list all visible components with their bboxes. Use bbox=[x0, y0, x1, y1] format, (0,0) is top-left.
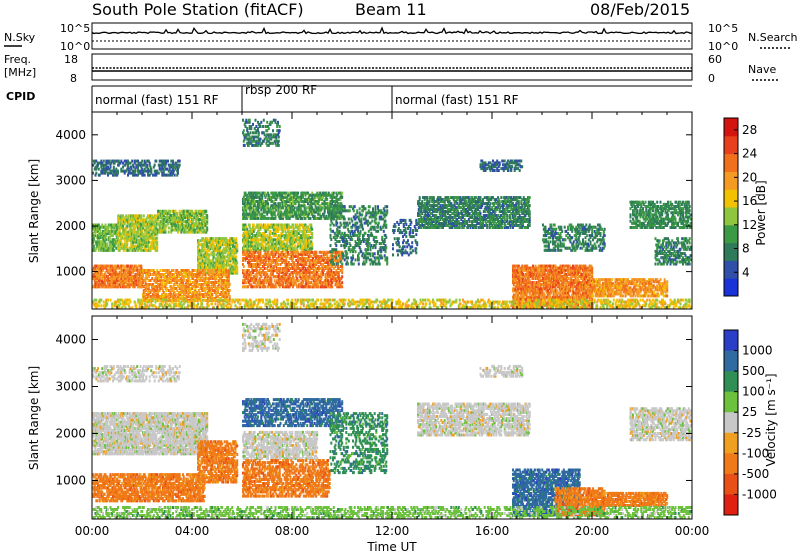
cpid-segment-label: rbsp 200 RF bbox=[245, 83, 317, 97]
date-title: 08/Feb/2015 bbox=[590, 0, 690, 19]
nsearch-label: N.Search bbox=[748, 31, 798, 44]
power-heatmap bbox=[92, 119, 692, 310]
data-cell bbox=[150, 273, 152, 276]
data-cell bbox=[235, 255, 237, 258]
data-cell bbox=[154, 164, 156, 167]
data-cell bbox=[131, 160, 133, 163]
data-cell bbox=[198, 239, 200, 242]
data-cell bbox=[95, 172, 97, 175]
noise-strip: N.Sky 10^5 10^0 10^5 10^0 N.Search bbox=[4, 22, 798, 53]
nsky-tick-high: 10^5 bbox=[60, 22, 90, 35]
data-cell bbox=[205, 210, 207, 213]
data-cell bbox=[170, 210, 172, 213]
data-cell bbox=[105, 238, 107, 241]
nsky-label: N.Sky bbox=[4, 31, 36, 44]
nave-tick-high: 60 bbox=[708, 53, 722, 66]
data-cell bbox=[214, 253, 216, 256]
freq-strip-frame bbox=[92, 54, 692, 80]
data-cell bbox=[117, 170, 119, 173]
data-cell bbox=[144, 174, 146, 177]
freq-label: Freq. bbox=[4, 53, 31, 66]
data-cell bbox=[168, 231, 170, 234]
data-cell bbox=[176, 212, 178, 215]
station-title: South Pole Station (fitACF) bbox=[92, 0, 304, 19]
data-cell bbox=[140, 265, 142, 268]
data-cell bbox=[103, 160, 105, 163]
nsky-tick-low: 10^0 bbox=[60, 40, 90, 53]
data-cell bbox=[235, 237, 237, 240]
data-cell bbox=[206, 226, 208, 229]
data-cell bbox=[140, 214, 142, 217]
data-cell bbox=[113, 166, 115, 169]
data-cell bbox=[168, 226, 170, 229]
data-cell bbox=[179, 164, 181, 167]
radar-summary-plot: South Pole Station (fitACF) Beam 11 08/F… bbox=[0, 0, 800, 554]
data-cell bbox=[160, 269, 162, 272]
freq-strip: Freq. [MHz] 18 8 60 0 Nave bbox=[4, 53, 778, 85]
data-cell bbox=[146, 164, 148, 167]
data-cell bbox=[236, 243, 238, 246]
cpid-segments: normal (fast) 151 RF rbsp 200 RF normal (f… bbox=[92, 83, 519, 112]
beam-title: Beam 11 bbox=[355, 0, 427, 19]
data-cell bbox=[93, 245, 95, 248]
nsky-line bbox=[92, 28, 692, 34]
data-cell bbox=[158, 172, 160, 175]
freq-unit-label: [MHz] bbox=[4, 66, 36, 79]
data-cell bbox=[141, 160, 143, 163]
data-cell bbox=[148, 241, 150, 244]
data-cell bbox=[149, 162, 151, 165]
data-cell bbox=[206, 214, 208, 217]
data-cell bbox=[167, 160, 169, 163]
data-cell bbox=[113, 249, 115, 252]
data-cell bbox=[236, 262, 238, 265]
nsky-trace bbox=[92, 28, 692, 41]
data-cell bbox=[156, 241, 158, 244]
data-cell bbox=[172, 160, 174, 163]
noise-strip-frame bbox=[92, 23, 692, 49]
data-cell bbox=[179, 160, 181, 163]
nsearch-tick-low: 10^0 bbox=[708, 40, 738, 53]
freq-tick-low: 8 bbox=[70, 72, 77, 85]
cpid-segment-label: normal (fast) 151 RF bbox=[395, 93, 519, 107]
data-cell bbox=[150, 168, 152, 171]
data-cell bbox=[106, 243, 108, 246]
freq-tick-high: 18 bbox=[64, 53, 78, 66]
nave-tick-low: 0 bbox=[708, 72, 715, 85]
data-cell bbox=[174, 174, 176, 177]
cpid-label: CPID bbox=[6, 90, 35, 103]
nsearch-tick-high: 10^5 bbox=[708, 22, 738, 35]
cpid-segment-label: normal (fast) 151 RF bbox=[95, 93, 219, 107]
data-cell bbox=[98, 168, 100, 171]
data-cell bbox=[155, 160, 157, 163]
data-cell bbox=[143, 214, 145, 217]
data-cell bbox=[156, 237, 158, 240]
data-cell bbox=[236, 266, 238, 269]
nave-label: Nave bbox=[748, 63, 776, 76]
